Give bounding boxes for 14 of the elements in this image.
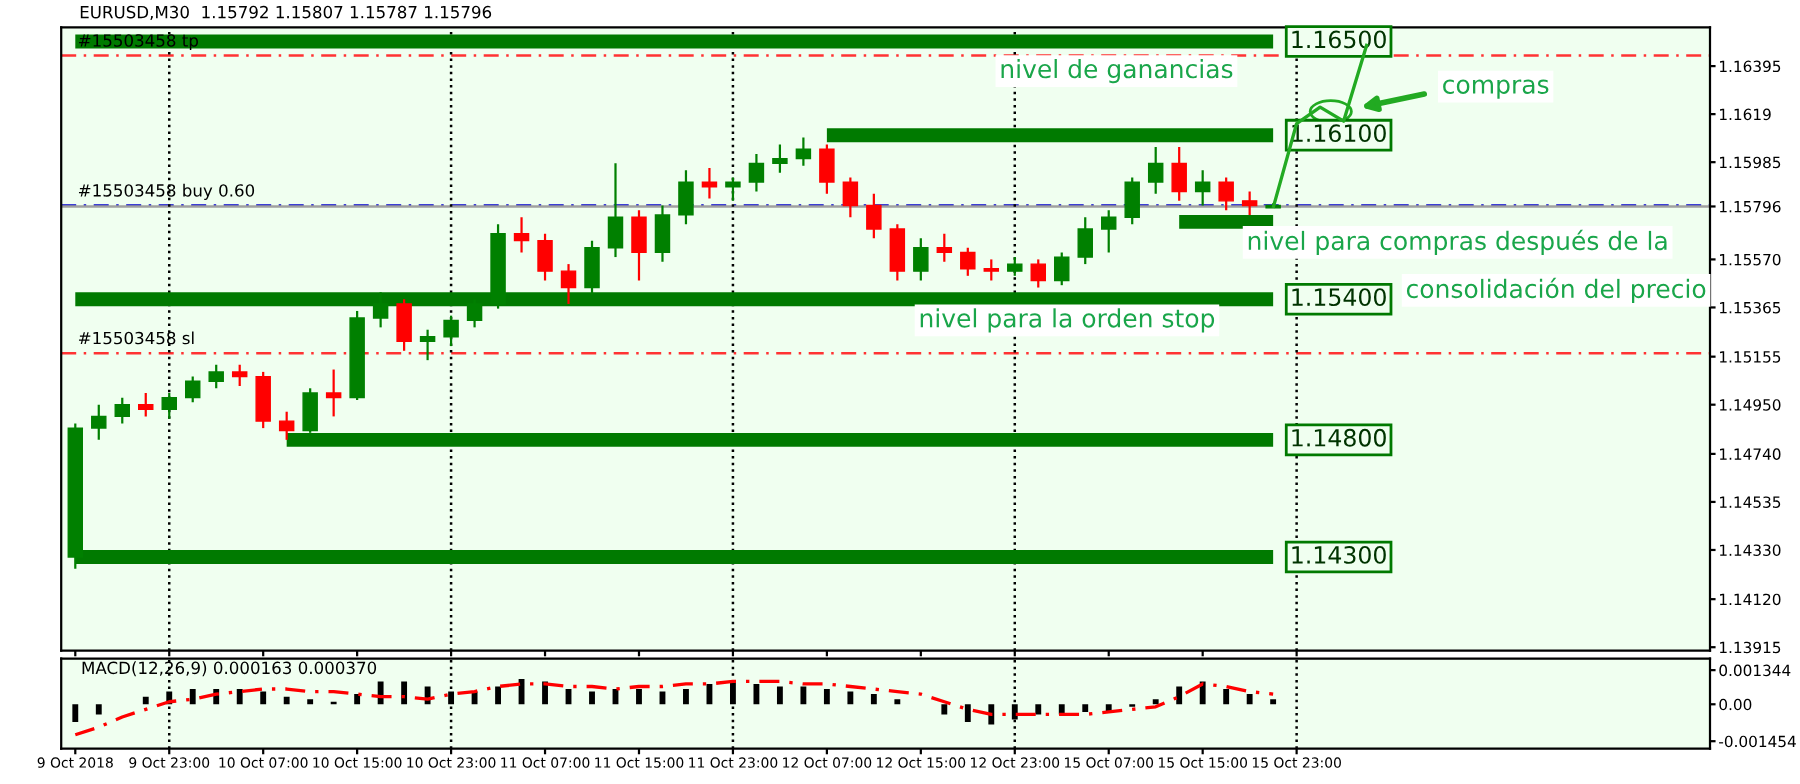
annotation: nivel de ganancias <box>1001 58 1233 84</box>
annotation: nivel para la orden stop <box>920 308 1215 333</box>
annotation: consolidación del precio <box>1406 277 1706 304</box>
data-label: 1.16500 <box>1292 30 1386 49</box>
ref-line-label: #15503458 tp <box>78 34 198 50</box>
annotation: nivel para compras después de la <box>1248 229 1667 256</box>
data-label: 1.14800 <box>1292 428 1386 447</box>
ref-line-label: #15503458 sl <box>78 331 194 345</box>
chart-title: EURUSD,M30 1.15792 1.15807 1.15787 1.15796 <box>80 5 492 21</box>
annotation: compras <box>1443 79 1549 99</box>
ref-line-label: #15503458 buy 0.60 <box>78 183 255 200</box>
data-label: 1.15400 <box>1292 288 1386 307</box>
data-label: 1.14300 <box>1292 545 1386 564</box>
chart-title: MACD(12,26,9) 0.000163 0.000370 <box>82 661 377 677</box>
